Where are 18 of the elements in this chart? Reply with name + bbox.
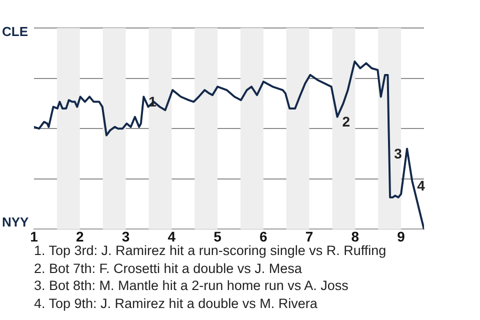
annotation: 2 xyxy=(342,114,350,130)
annotation: 4 xyxy=(417,177,426,194)
x-tick-label: 5 xyxy=(214,228,222,244)
text: CLE xyxy=(2,24,28,40)
x-tick-label: 1 xyxy=(30,228,38,244)
text: 4. Top 9th: J. Ramirez hit a double vs M. Rivera xyxy=(34,294,318,312)
annotation: 3 xyxy=(394,146,402,162)
x-tick-label: 3 xyxy=(122,228,130,244)
text: 3. Bot 8th: M. Mantle hit a 2-run home run vs A. Joss xyxy=(34,277,350,294)
x-tick-label: 7 xyxy=(305,228,314,244)
text: 2. Bot 7th: F. Crosetti hit a double vs J. Mesa xyxy=(34,260,303,277)
x-tick-label: 8 xyxy=(351,228,360,244)
x-tick-label: 4 xyxy=(168,228,176,244)
x-tick-label: 9 xyxy=(397,228,406,244)
text: 1. Top 3rd: J. Ramirez hit a run-scoring single vs R. Ruffing xyxy=(34,242,386,260)
x-tick-label: 6 xyxy=(260,228,268,244)
text: NYY xyxy=(2,214,30,230)
x-tick-label: 2 xyxy=(76,228,84,244)
